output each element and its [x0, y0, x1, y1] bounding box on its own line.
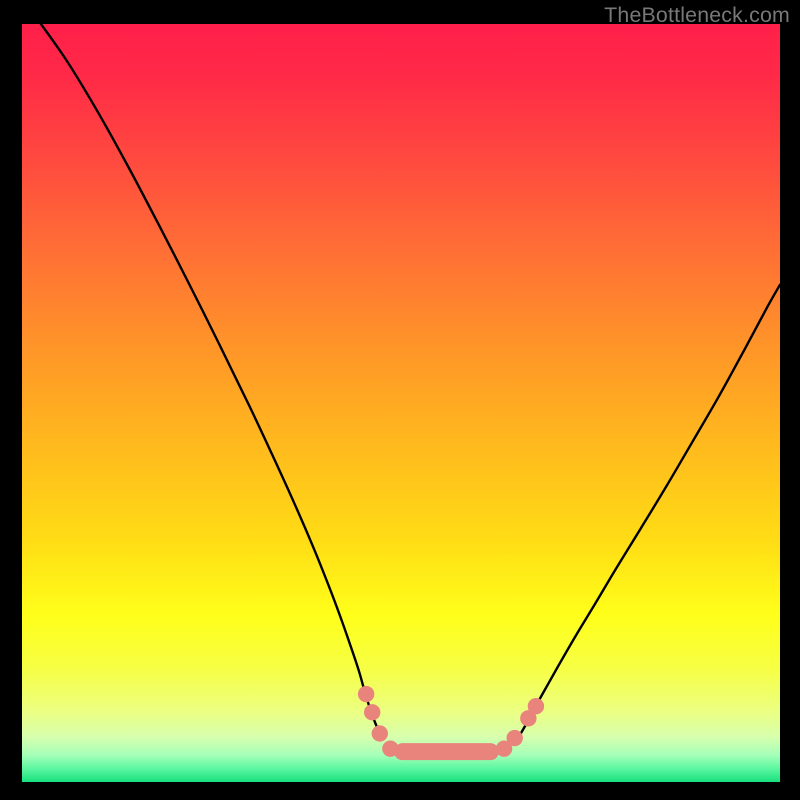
marker-dot-1	[364, 704, 380, 720]
marker-dot-5	[507, 730, 523, 746]
plot-svg	[22, 24, 780, 782]
figure-frame: TheBottleneck.com	[0, 0, 800, 800]
marker-dot-3	[382, 740, 398, 756]
gradient-background	[22, 24, 780, 782]
plot-area	[22, 24, 780, 782]
marker-dot-0	[358, 686, 374, 702]
marker-dot-7	[528, 698, 544, 714]
marker-dot-2	[372, 725, 388, 741]
